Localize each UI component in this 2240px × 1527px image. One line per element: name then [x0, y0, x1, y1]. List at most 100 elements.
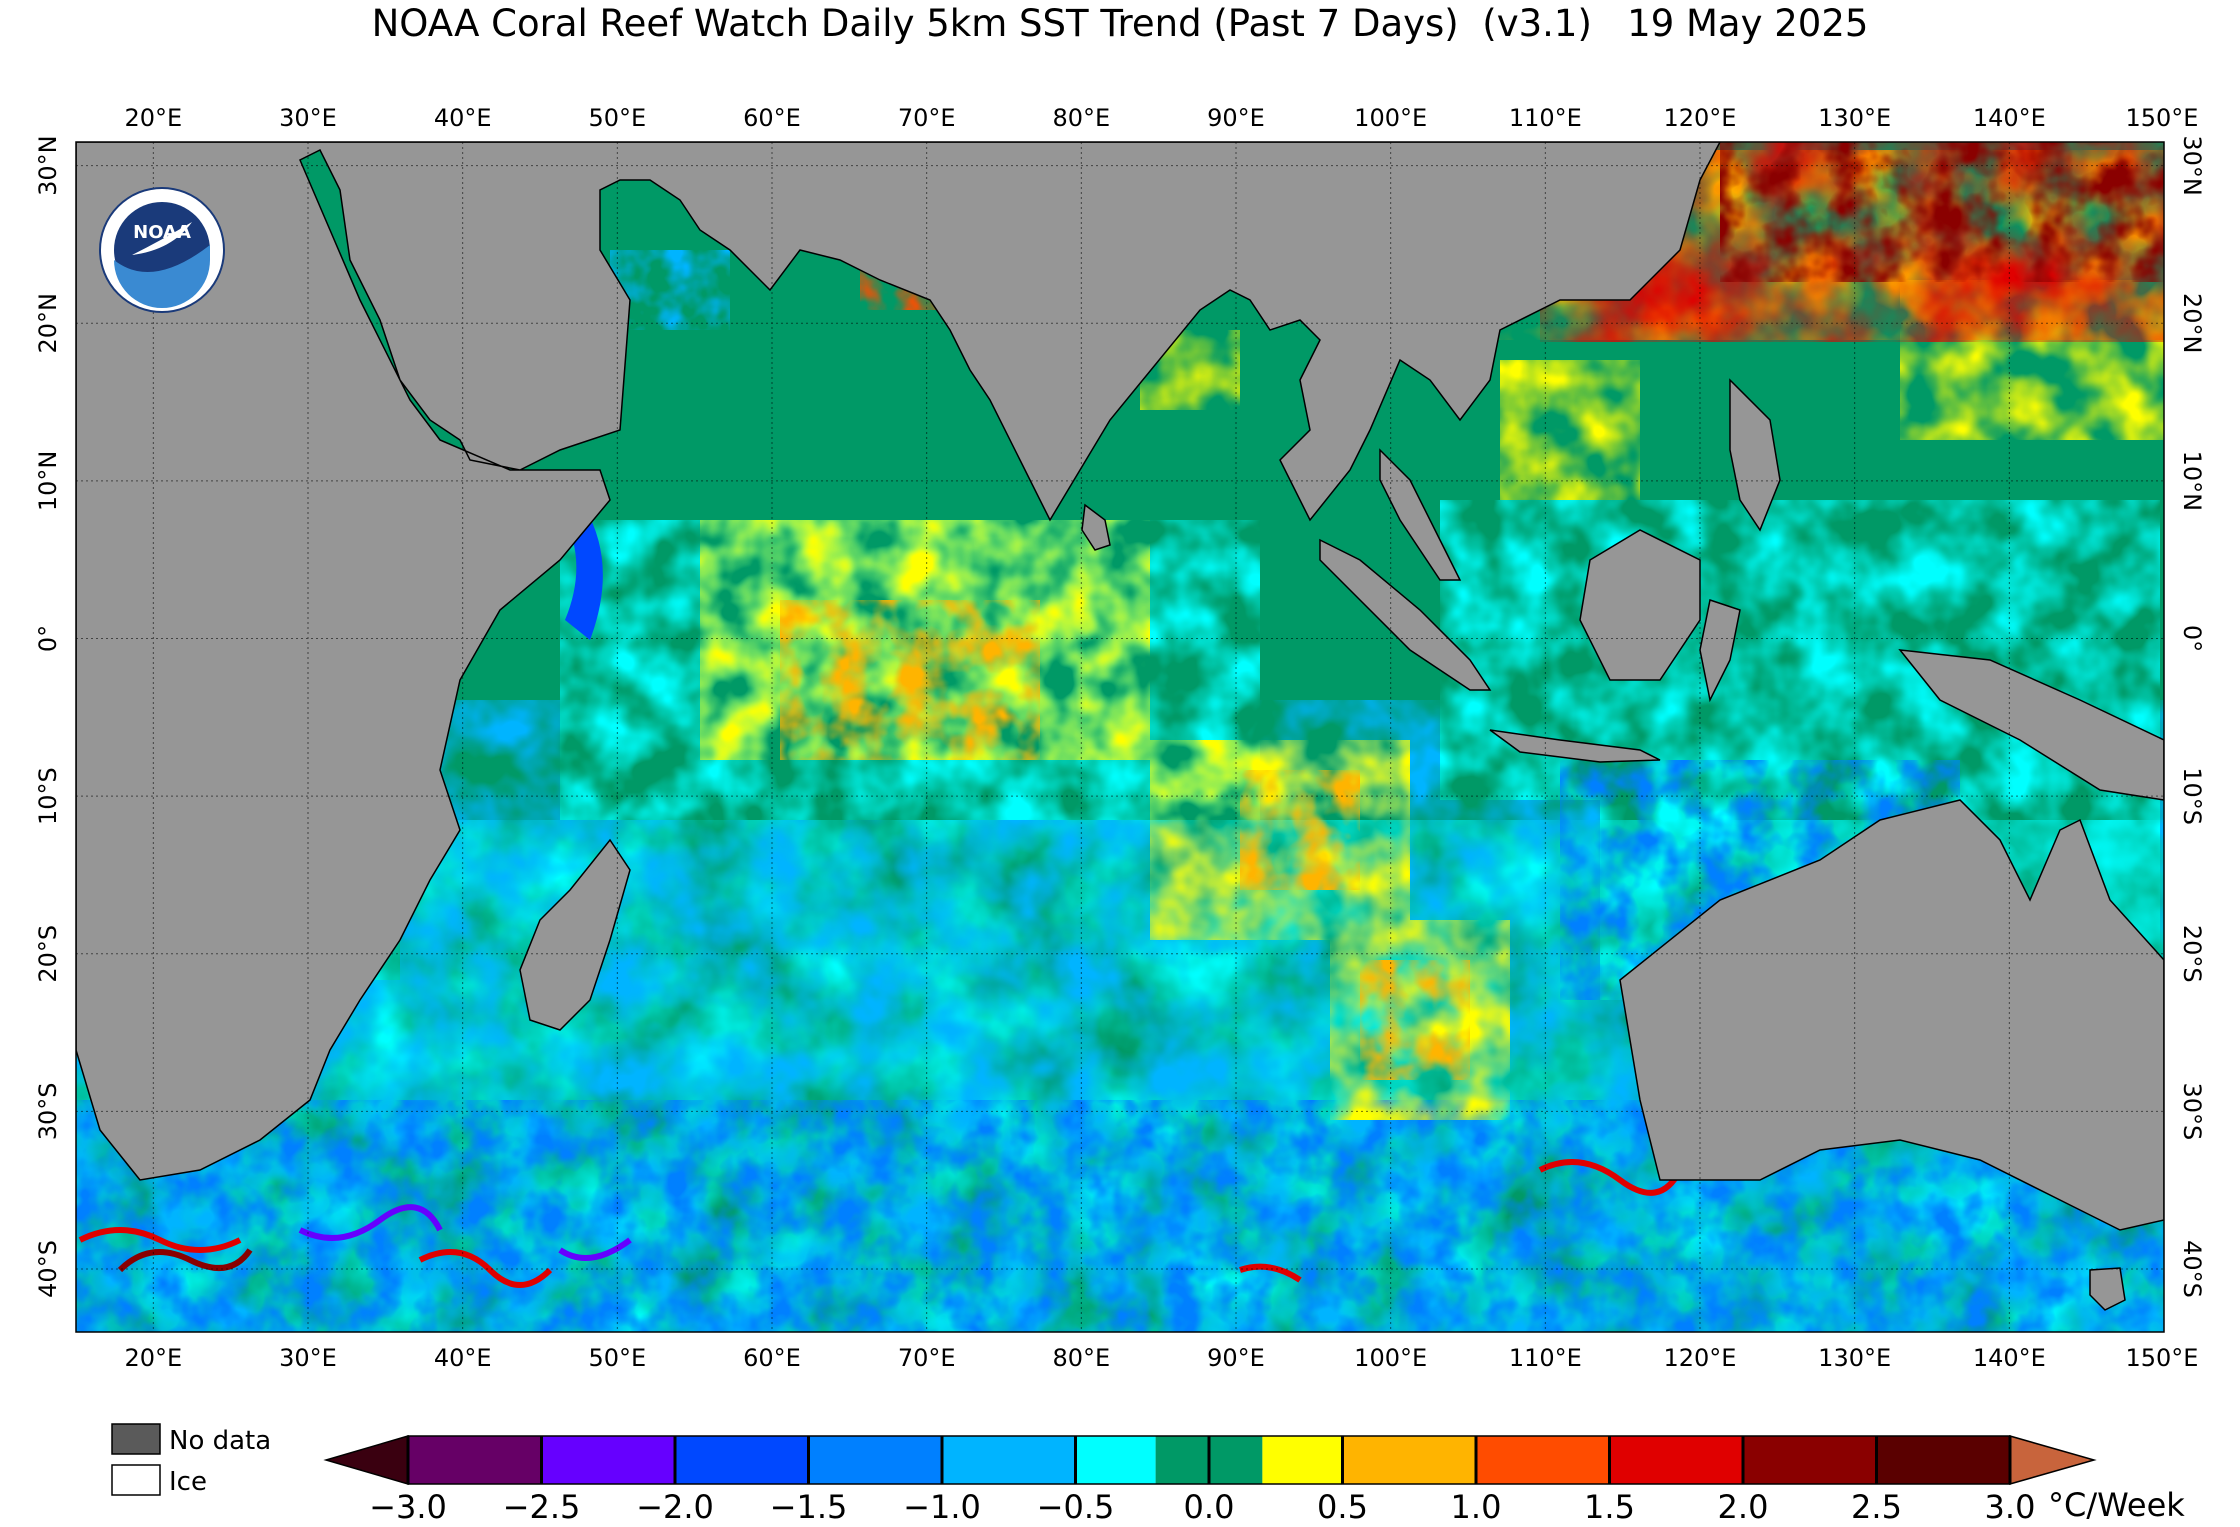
- sst-trend-field: [76, 142, 2164, 1332]
- colorbar-bin: [408, 1436, 542, 1484]
- lon-tick-label: 70°E: [898, 1344, 956, 1372]
- lat-tick-label: 10°S: [2178, 767, 2206, 825]
- colorbar-bin: [1155, 1436, 1209, 1484]
- noaa-logo: NOAA: [99, 187, 225, 313]
- lon-labels-top: 20°E 30°E 40°E 50°E 60°E 70°E 80°E 90°E 100°E 110…: [124, 104, 2198, 132]
- colorbar-bin: [1876, 1436, 2010, 1484]
- land-philippines: [1729, 378, 1781, 532]
- lon-tick-label: 30°E: [279, 1344, 337, 1372]
- lat-tick-label: 20°S: [2178, 925, 2206, 983]
- lon-tick-label: 80°E: [1052, 1344, 1110, 1372]
- lat-labels-right: 30°N 20°N 10°N 0° 10°S 20°S 30°S 40°S: [2178, 135, 2206, 1297]
- lon-tick-label: 20°E: [124, 1344, 182, 1372]
- lon-tick-label: 70°E: [898, 104, 956, 132]
- land-sumatra: [1319, 538, 1492, 691]
- lon-tick-label: 140°E: [1973, 1344, 2046, 1372]
- no-data-label: No data: [169, 1426, 271, 1456]
- no-data-swatch: [111, 1423, 161, 1455]
- lat-tick-label: 40°S: [34, 1240, 62, 1298]
- lat-tick-label: 20°S: [34, 925, 62, 983]
- land-australia: [1619, 799, 2164, 1231]
- colorbar-tick-label: 0.0: [1184, 1488, 1235, 1526]
- land-masses: [76, 142, 2164, 1311]
- land-tasmania: [2089, 1267, 2126, 1311]
- colorbar-bin: [1476, 1436, 1610, 1484]
- map-border: [75, 141, 2165, 1333]
- colorbar-bin: [1743, 1436, 1877, 1484]
- colorbar-tick-label: 2.5: [1851, 1488, 1902, 1526]
- ice-swatch: [111, 1464, 161, 1496]
- map-title: NOAA Coral Reef Watch Daily 5km SST Tren…: [371, 2, 1869, 45]
- lat-tick-label: 30°N: [34, 135, 62, 196]
- colorbar-bin: [1075, 1436, 1156, 1484]
- lon-tick-label: 140°E: [1973, 104, 2046, 132]
- noaa-logo-text: NOAA: [133, 222, 191, 243]
- land-malay-peninsula: [1379, 448, 1462, 581]
- lon-tick-label: 60°E: [743, 1344, 801, 1372]
- ice-label: Ice: [169, 1467, 207, 1497]
- colorbar-bin: [1262, 1436, 1343, 1484]
- land-africa-asia: [76, 142, 1721, 1181]
- lon-tick-label: 90°E: [1207, 104, 1265, 132]
- lon-tick-label: 130°E: [1818, 1344, 1891, 1372]
- map-panel: 20°E 30°E 40°E 50°E 60°E 70°E 80°E 90°E 100°E 110…: [34, 104, 2206, 1372]
- land-borneo: [1579, 529, 1701, 681]
- lon-tick-label: 40°E: [434, 104, 492, 132]
- lon-tick-label: 130°E: [1818, 104, 1891, 132]
- colorbar-unit: °C/Week: [2048, 1486, 2185, 1524]
- colorbar-bin: [675, 1436, 809, 1484]
- colorbar-bin: [1609, 1436, 1743, 1484]
- land-java: [1489, 729, 1661, 763]
- lon-tick-label: 150°E: [2126, 1344, 2199, 1372]
- lon-tick-label: 100°E: [1354, 104, 1427, 132]
- lon-tick-label: 110°E: [1509, 104, 1582, 132]
- lon-tick-label: 150°E: [2126, 104, 2199, 132]
- colorbar-tick-label: −2.0: [636, 1488, 714, 1526]
- lat-tick-label: 10°N: [2178, 451, 2206, 512]
- colorbar-tick-label: −3.0: [369, 1488, 447, 1526]
- colorbar-tick-label: 1.0: [1451, 1488, 1502, 1526]
- colorbar-tick-label: 2.0: [1718, 1488, 1769, 1526]
- lat-tick-label: 20°N: [2178, 293, 2206, 354]
- lon-tick-label: 120°E: [1664, 1344, 1737, 1372]
- colorbar-bin: [1209, 1436, 1263, 1484]
- land-madagascar: [519, 838, 631, 1031]
- lon-tick-label: 120°E: [1664, 104, 1737, 132]
- graticule: [76, 142, 2164, 1332]
- colorbar-bin: [1342, 1436, 1476, 1484]
- colorbar-tick-label: −2.5: [503, 1488, 581, 1526]
- lat-labels-left: 30°N 20°N 10°N 0° 10°S 20°S 30°S 40°S: [34, 135, 62, 1297]
- lat-tick-label: 10°S: [34, 767, 62, 825]
- lon-tick-label: 60°E: [743, 104, 801, 132]
- lat-tick-label: 40°S: [2178, 1240, 2206, 1298]
- lat-tick-label: 30°S: [34, 1082, 62, 1140]
- lat-tick-label: 0°: [2178, 625, 2206, 652]
- lon-tick-label: 80°E: [1052, 104, 1110, 132]
- lon-tick-label: 90°E: [1207, 1344, 1265, 1372]
- colorbar-tick-label: 1.5: [1584, 1488, 1635, 1526]
- lat-tick-label: 0°: [34, 625, 62, 652]
- lat-tick-label: 30°S: [2178, 1082, 2206, 1140]
- land-sri-lanka: [1081, 503, 1111, 551]
- lon-tick-label: 40°E: [434, 1344, 492, 1372]
- land-new-guinea: [1898, 649, 2164, 801]
- lon-tick-label: 50°E: [588, 1344, 646, 1372]
- colorbar-bin: [942, 1436, 1076, 1484]
- colorbar-tick-label: 3.0: [1985, 1488, 2036, 1526]
- lat-tick-label: 20°N: [34, 293, 62, 354]
- lon-labels-bottom: 20°E 30°E 40°E 50°E 60°E 70°E 80°E 90°E 100°E 110…: [124, 1344, 2198, 1372]
- colorbar-bin: [541, 1436, 675, 1484]
- colorbar-tick-label: −1.0: [903, 1488, 981, 1526]
- lat-tick-label: 30°N: [2178, 135, 2206, 196]
- colorbar-bin: [808, 1436, 942, 1484]
- lat-tick-label: 10°N: [34, 451, 62, 512]
- colorbar: °C/Week −3.0 −2.5 −2.0 −1.5 −1.0 −0.5 0.0 0.5 1.…: [323, 1434, 2185, 1526]
- legend-swatches: No data Ice: [111, 1423, 271, 1497]
- lon-tick-label: 20°E: [124, 104, 182, 132]
- colorbar-tick-label: −1.5: [770, 1488, 848, 1526]
- lon-tick-label: 110°E: [1509, 1344, 1582, 1372]
- lon-tick-label: 50°E: [588, 104, 646, 132]
- colorbar-tick-label: 0.5: [1317, 1488, 1368, 1526]
- lon-tick-label: 100°E: [1354, 1344, 1427, 1372]
